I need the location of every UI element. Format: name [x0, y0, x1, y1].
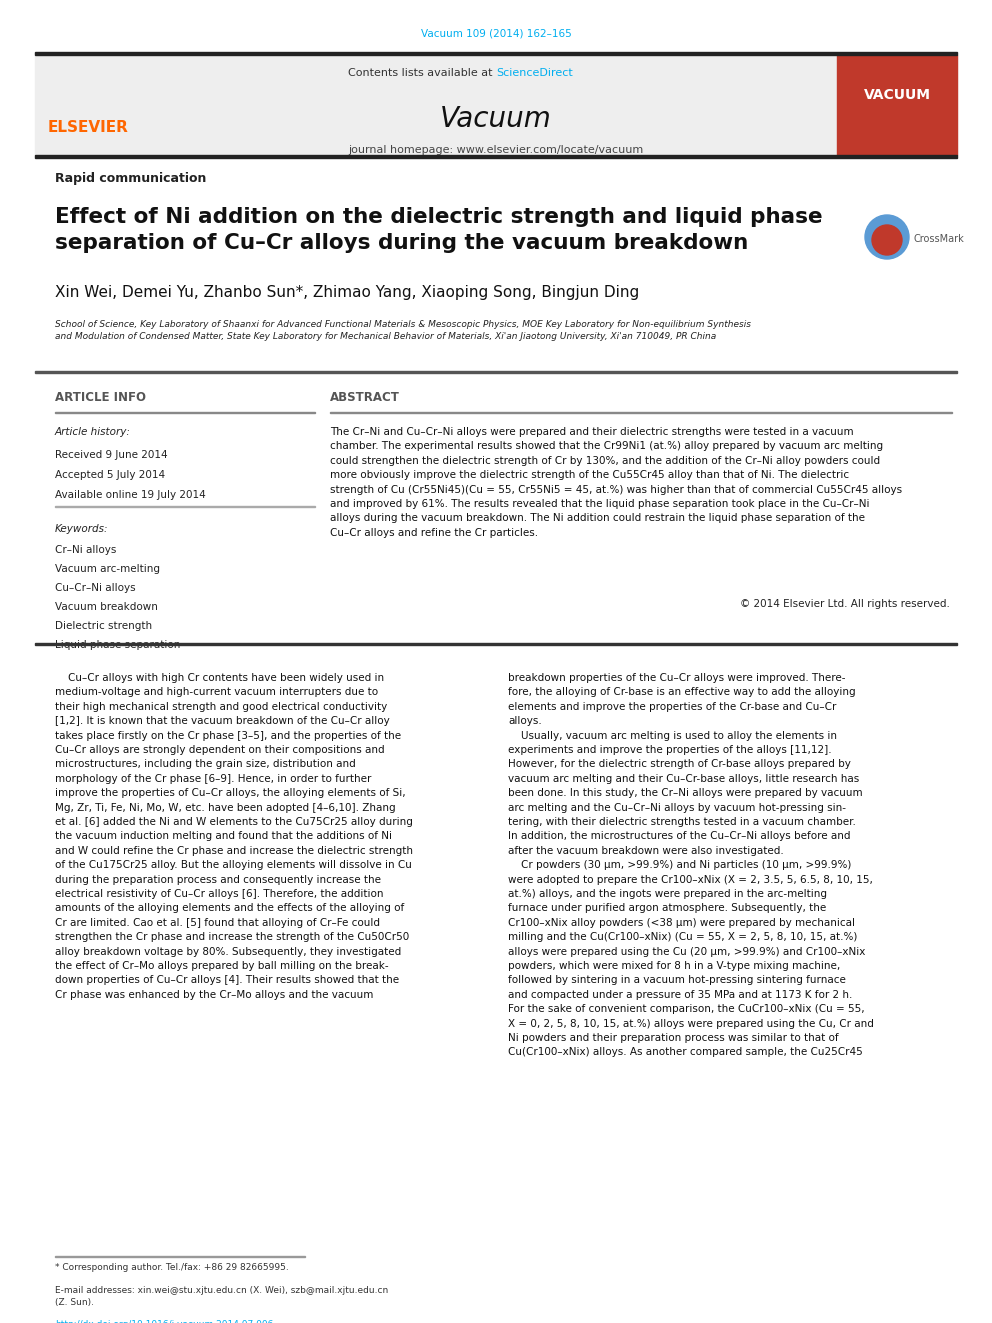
Text: * Corresponding author. Tel./fax: +86 29 82665995.: * Corresponding author. Tel./fax: +86 29… [55, 1263, 289, 1271]
Text: ScienceDirect: ScienceDirect [496, 67, 572, 78]
Text: journal homepage: www.elsevier.com/locate/vacuum: journal homepage: www.elsevier.com/locat… [348, 146, 644, 155]
Text: Rapid communication: Rapid communication [55, 172, 206, 185]
Circle shape [865, 216, 909, 259]
Text: CrossMark: CrossMark [914, 234, 965, 243]
Bar [35, 52, 957, 56]
Bar [35, 643, 957, 646]
Text: ELSEVIER: ELSEVIER [48, 120, 129, 135]
Bar [837, 56, 957, 155]
Text: Article history:: Article history: [55, 427, 131, 437]
Text: Liquid phase separation: Liquid phase separation [55, 640, 181, 650]
Text: Received 9 June 2014: Received 9 June 2014 [55, 450, 168, 460]
Text: Cu–Cr alloys with high Cr contents have been widely used in
medium-voltage and h: Cu–Cr alloys with high Cr contents have … [55, 673, 413, 1000]
Text: The Cr–Ni and Cu–Cr–Ni alloys were prepared and their dielectric strengths were : The Cr–Ni and Cu–Cr–Ni alloys were prepa… [330, 427, 902, 538]
Text: E-mail addresses: xin.wei@stu.xjtu.edu.cn (X. Wei), szb@mail.xjtu.edu.cn
(Z. Sun: E-mail addresses: xin.wei@stu.xjtu.edu.c… [55, 1286, 388, 1307]
Text: VACUUM: VACUUM [863, 89, 930, 102]
Text: Xin Wei, Demei Yu, Zhanbo Sun*, Zhimao Yang, Xiaoping Song, Bingjun Ding: Xin Wei, Demei Yu, Zhanbo Sun*, Zhimao Y… [55, 284, 639, 300]
Text: ABSTRACT: ABSTRACT [330, 392, 400, 404]
Text: Effect of Ni addition on the dielectric strength and liquid phase
separation of : Effect of Ni addition on the dielectric … [55, 206, 822, 253]
Text: breakdown properties of the Cu–Cr alloys were improved. There-
fore, the alloyin: breakdown properties of the Cu–Cr alloys… [508, 673, 874, 1057]
Text: Cu–Cr–Ni alloys: Cu–Cr–Ni alloys [55, 583, 136, 593]
Bar [35, 372, 957, 373]
Text: Available online 19 July 2014: Available online 19 July 2014 [55, 490, 205, 500]
Text: Cr–Ni alloys: Cr–Ni alloys [55, 545, 116, 556]
Text: © 2014 Elsevier Ltd. All rights reserved.: © 2014 Elsevier Ltd. All rights reserved… [740, 599, 950, 609]
Text: Accepted 5 July 2014: Accepted 5 July 2014 [55, 470, 165, 480]
Text: Vacuum breakdown: Vacuum breakdown [55, 602, 158, 613]
Bar [35, 56, 957, 155]
Text: ARTICLE INFO: ARTICLE INFO [55, 392, 146, 404]
Circle shape [872, 225, 902, 255]
Text: Dielectric strength: Dielectric strength [55, 620, 152, 631]
Text: http://dx.doi.org/10.1016/j.vacuum.2014.07.006: http://dx.doi.org/10.1016/j.vacuum.2014.… [55, 1320, 274, 1323]
Text: School of Science, Key Laboratory of Shaanxi for Advanced Functional Materials &: School of Science, Key Laboratory of Sha… [55, 320, 751, 341]
Text: Vacuum 109 (2014) 162–165: Vacuum 109 (2014) 162–165 [421, 28, 571, 38]
Bar [35, 155, 957, 157]
Text: Vacuum arc-melting: Vacuum arc-melting [55, 564, 160, 574]
Text: Vacuum: Vacuum [440, 105, 552, 134]
Text: Keywords:: Keywords: [55, 524, 108, 534]
Text: Contents lists available at: Contents lists available at [348, 67, 496, 78]
